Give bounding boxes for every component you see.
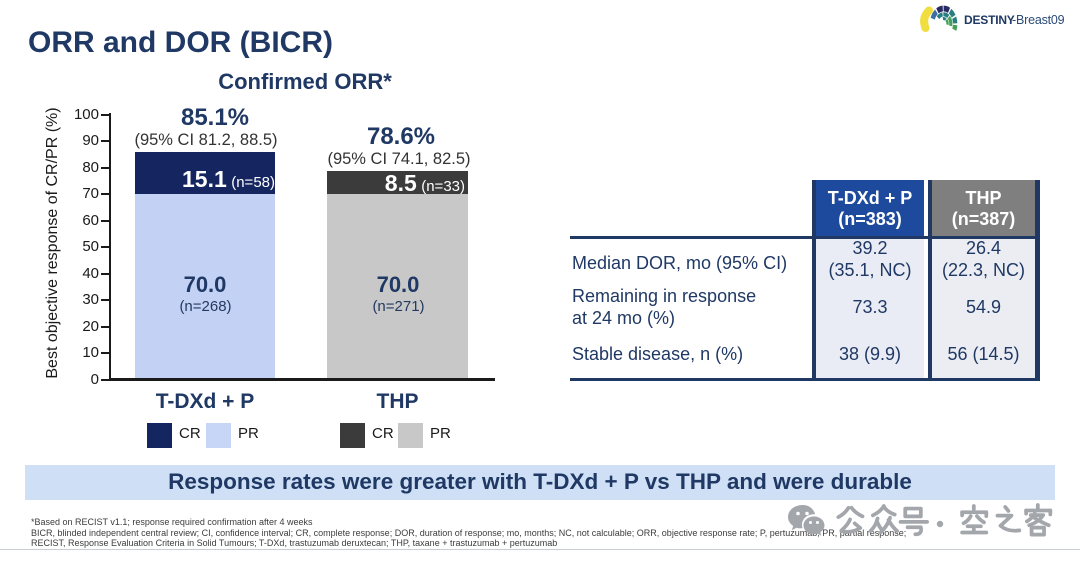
svg-text:-Breast09: -Breast09 (1012, 13, 1065, 27)
svg-text:DESTINY: DESTINY (964, 13, 1015, 27)
